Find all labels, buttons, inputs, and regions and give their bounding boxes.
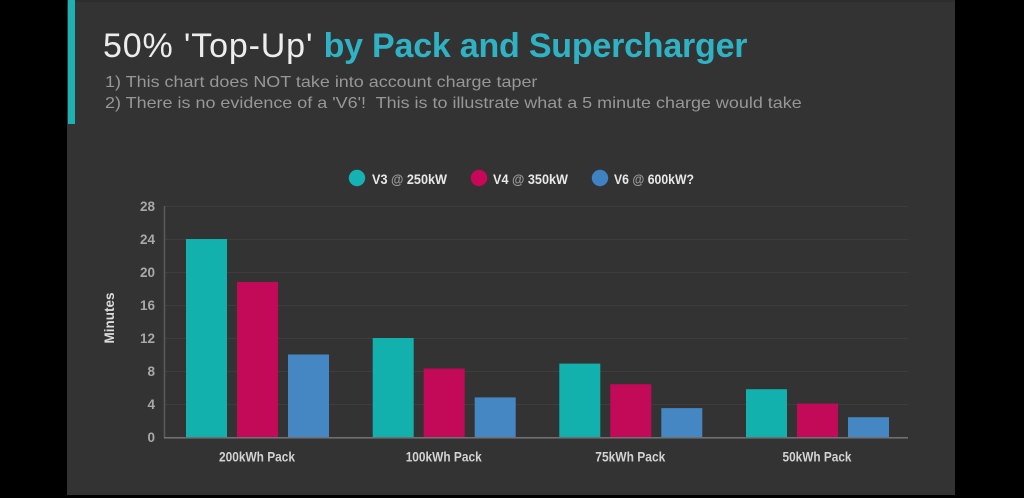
svg-text:V6 @ 600kW?: V6 @ 600kW?: [614, 171, 694, 187]
svg-text:0: 0: [147, 430, 155, 445]
svg-text:8: 8: [147, 364, 155, 379]
svg-text:24: 24: [140, 232, 156, 247]
svg-text:200kWh Pack: 200kWh Pack: [219, 449, 295, 465]
svg-text:75kWh Pack: 75kWh Pack: [595, 449, 665, 465]
svg-text:50kWh Pack: 50kWh Pack: [783, 449, 852, 465]
svg-text:12: 12: [140, 331, 155, 346]
svg-text:20: 20: [140, 265, 155, 280]
svg-text:100kWh Pack: 100kWh Pack: [406, 449, 482, 465]
svg-text:Minutes: Minutes: [102, 292, 117, 343]
svg-text:16: 16: [140, 298, 156, 313]
svg-text:V4 @ 350kW: V4 @ 350kW: [493, 171, 569, 187]
svg-text:4: 4: [147, 397, 155, 412]
svg-text:V3 @ 250kW: V3 @ 250kW: [372, 171, 448, 187]
svg-text:28: 28: [140, 199, 156, 214]
